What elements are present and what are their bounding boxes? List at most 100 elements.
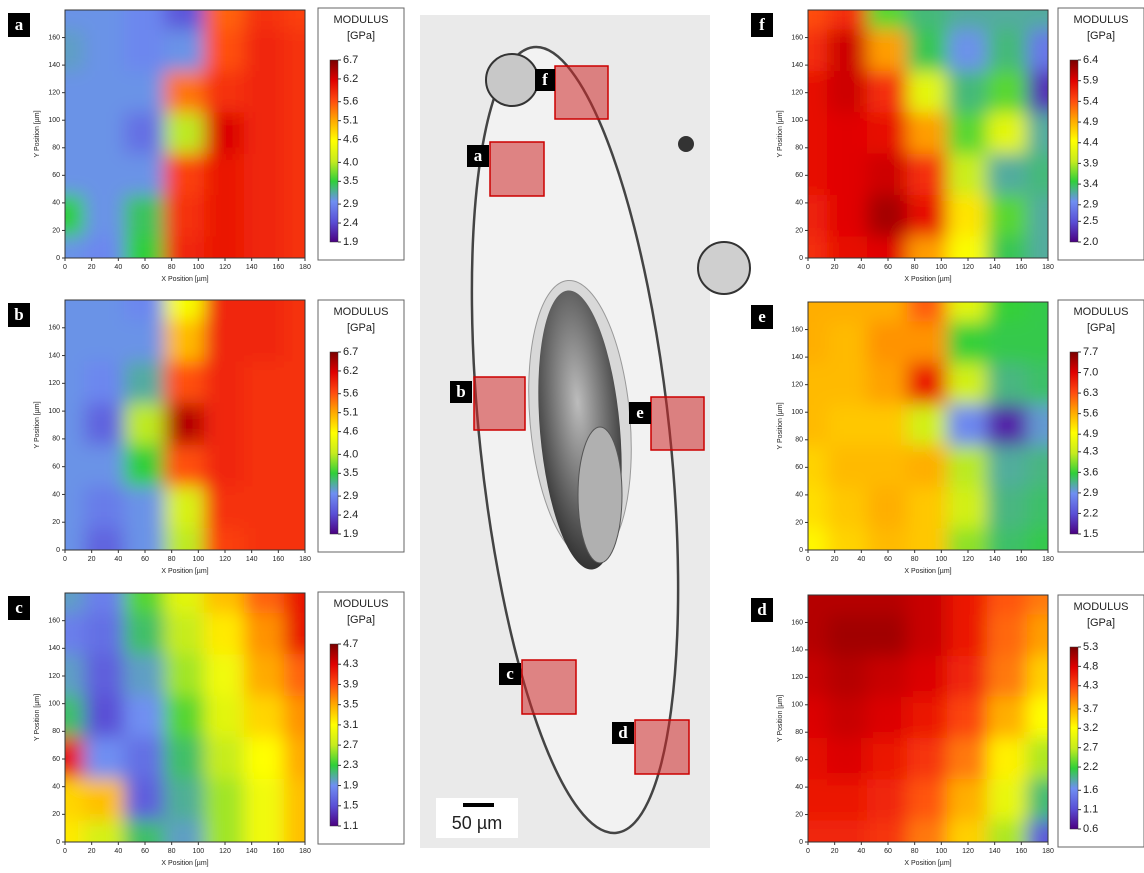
x-tick-label: 160 bbox=[1015, 848, 1027, 855]
y-axis-label: Y Position [µm] bbox=[34, 694, 41, 741]
cell bbox=[84, 528, 126, 550]
colorbar-tick-label: 1.6 bbox=[1083, 784, 1098, 796]
x-tick-label: 160 bbox=[272, 264, 284, 271]
plot-frame bbox=[64, 592, 306, 843]
cell bbox=[987, 614, 1029, 658]
colorbar-unit: [GPa] bbox=[1087, 617, 1115, 629]
cell bbox=[284, 10, 305, 32]
colorbar bbox=[1069, 59, 1079, 243]
cell bbox=[284, 612, 305, 657]
cell bbox=[164, 695, 206, 740]
colorbar-tick-label: 5.6 bbox=[343, 96, 358, 108]
cell bbox=[244, 300, 286, 322]
cell bbox=[164, 403, 206, 447]
y-tick-label: 100 bbox=[791, 409, 803, 416]
cell bbox=[164, 153, 206, 197]
y-tick-label: 120 bbox=[791, 90, 803, 97]
cell bbox=[947, 195, 989, 239]
plot-area bbox=[808, 302, 1048, 550]
cell bbox=[204, 361, 246, 406]
cell bbox=[204, 612, 246, 657]
bubble bbox=[678, 136, 694, 152]
plot-frame bbox=[807, 594, 1049, 843]
cell bbox=[947, 696, 989, 741]
cell bbox=[827, 404, 869, 448]
cell bbox=[204, 593, 246, 615]
cell bbox=[284, 236, 305, 258]
colorbar-tick-label: 6.2 bbox=[343, 365, 358, 377]
label-box bbox=[629, 402, 651, 424]
cell bbox=[204, 112, 246, 156]
cell bbox=[164, 820, 206, 842]
cell bbox=[947, 655, 989, 699]
cell bbox=[867, 696, 909, 741]
cell bbox=[1027, 779, 1048, 823]
colorbar-tick-label: 5.6 bbox=[1083, 408, 1098, 420]
cell bbox=[65, 10, 86, 32]
cell bbox=[867, 236, 909, 258]
x-tick-label: 0 bbox=[63, 848, 67, 855]
cell bbox=[284, 444, 305, 489]
cell bbox=[907, 302, 949, 324]
y-tick-label: 140 bbox=[48, 62, 60, 69]
cell bbox=[284, 486, 305, 531]
cavity-core bbox=[577, 426, 623, 564]
cell bbox=[124, 319, 166, 364]
cell bbox=[164, 486, 206, 531]
region bbox=[634, 719, 690, 775]
colorbar-tick-label: 6.7 bbox=[343, 54, 358, 66]
cell bbox=[947, 10, 989, 32]
cell bbox=[65, 654, 86, 698]
colorbar-tick-label: 3.4 bbox=[1083, 178, 1098, 190]
y-tick-label: 120 bbox=[48, 90, 60, 97]
cell bbox=[124, 10, 166, 32]
label-box bbox=[535, 69, 555, 91]
cell bbox=[65, 612, 86, 657]
cell bbox=[907, 363, 949, 407]
cell bbox=[284, 361, 305, 406]
cell bbox=[827, 321, 869, 365]
cell bbox=[164, 29, 206, 74]
cell bbox=[124, 528, 166, 550]
cell bbox=[808, 487, 829, 531]
cell bbox=[204, 486, 246, 531]
x-tick-label: 20 bbox=[831, 848, 839, 855]
cell bbox=[907, 487, 949, 531]
heatmap-panel: 0 20 40 60 80 100 120 140 160 180 0 20 40 60 80 100 120 1… bbox=[751, 594, 1144, 867]
cell bbox=[244, 737, 286, 781]
cell bbox=[65, 112, 86, 156]
cell bbox=[284, 737, 305, 781]
cell bbox=[947, 236, 989, 258]
cell bbox=[65, 486, 86, 531]
cell bbox=[84, 778, 126, 823]
cell bbox=[987, 321, 1029, 365]
cell bbox=[65, 71, 86, 115]
cell bbox=[947, 112, 989, 156]
cell bbox=[204, 29, 246, 74]
cell bbox=[84, 612, 126, 657]
colorbar-tick-label: 3.5 bbox=[343, 699, 358, 711]
cell bbox=[907, 71, 949, 115]
colorbar-tick-label: 6.2 bbox=[343, 73, 358, 85]
cell bbox=[987, 195, 1029, 239]
cell bbox=[907, 655, 949, 699]
cell bbox=[164, 593, 206, 615]
cell bbox=[164, 10, 206, 32]
cell bbox=[1027, 302, 1048, 324]
cell bbox=[65, 29, 86, 74]
cell bbox=[164, 71, 206, 115]
cell bbox=[124, 654, 166, 698]
cell bbox=[867, 321, 909, 365]
x-tick-label: 180 bbox=[1042, 848, 1054, 855]
cell bbox=[867, 655, 909, 699]
region-label: c bbox=[506, 664, 514, 683]
y-tick-label: 20 bbox=[52, 227, 60, 234]
y-tick-label: 100 bbox=[791, 702, 803, 709]
cell bbox=[84, 820, 126, 842]
heatmap-panel: 0 20 40 60 80 100 120 140 160 180 0 20 40 60 80 100 120 1… bbox=[8, 591, 405, 867]
cell bbox=[907, 404, 949, 448]
cell bbox=[244, 361, 286, 406]
cell bbox=[947, 595, 989, 617]
cell bbox=[827, 487, 869, 531]
x-tick-label: 180 bbox=[299, 556, 311, 563]
